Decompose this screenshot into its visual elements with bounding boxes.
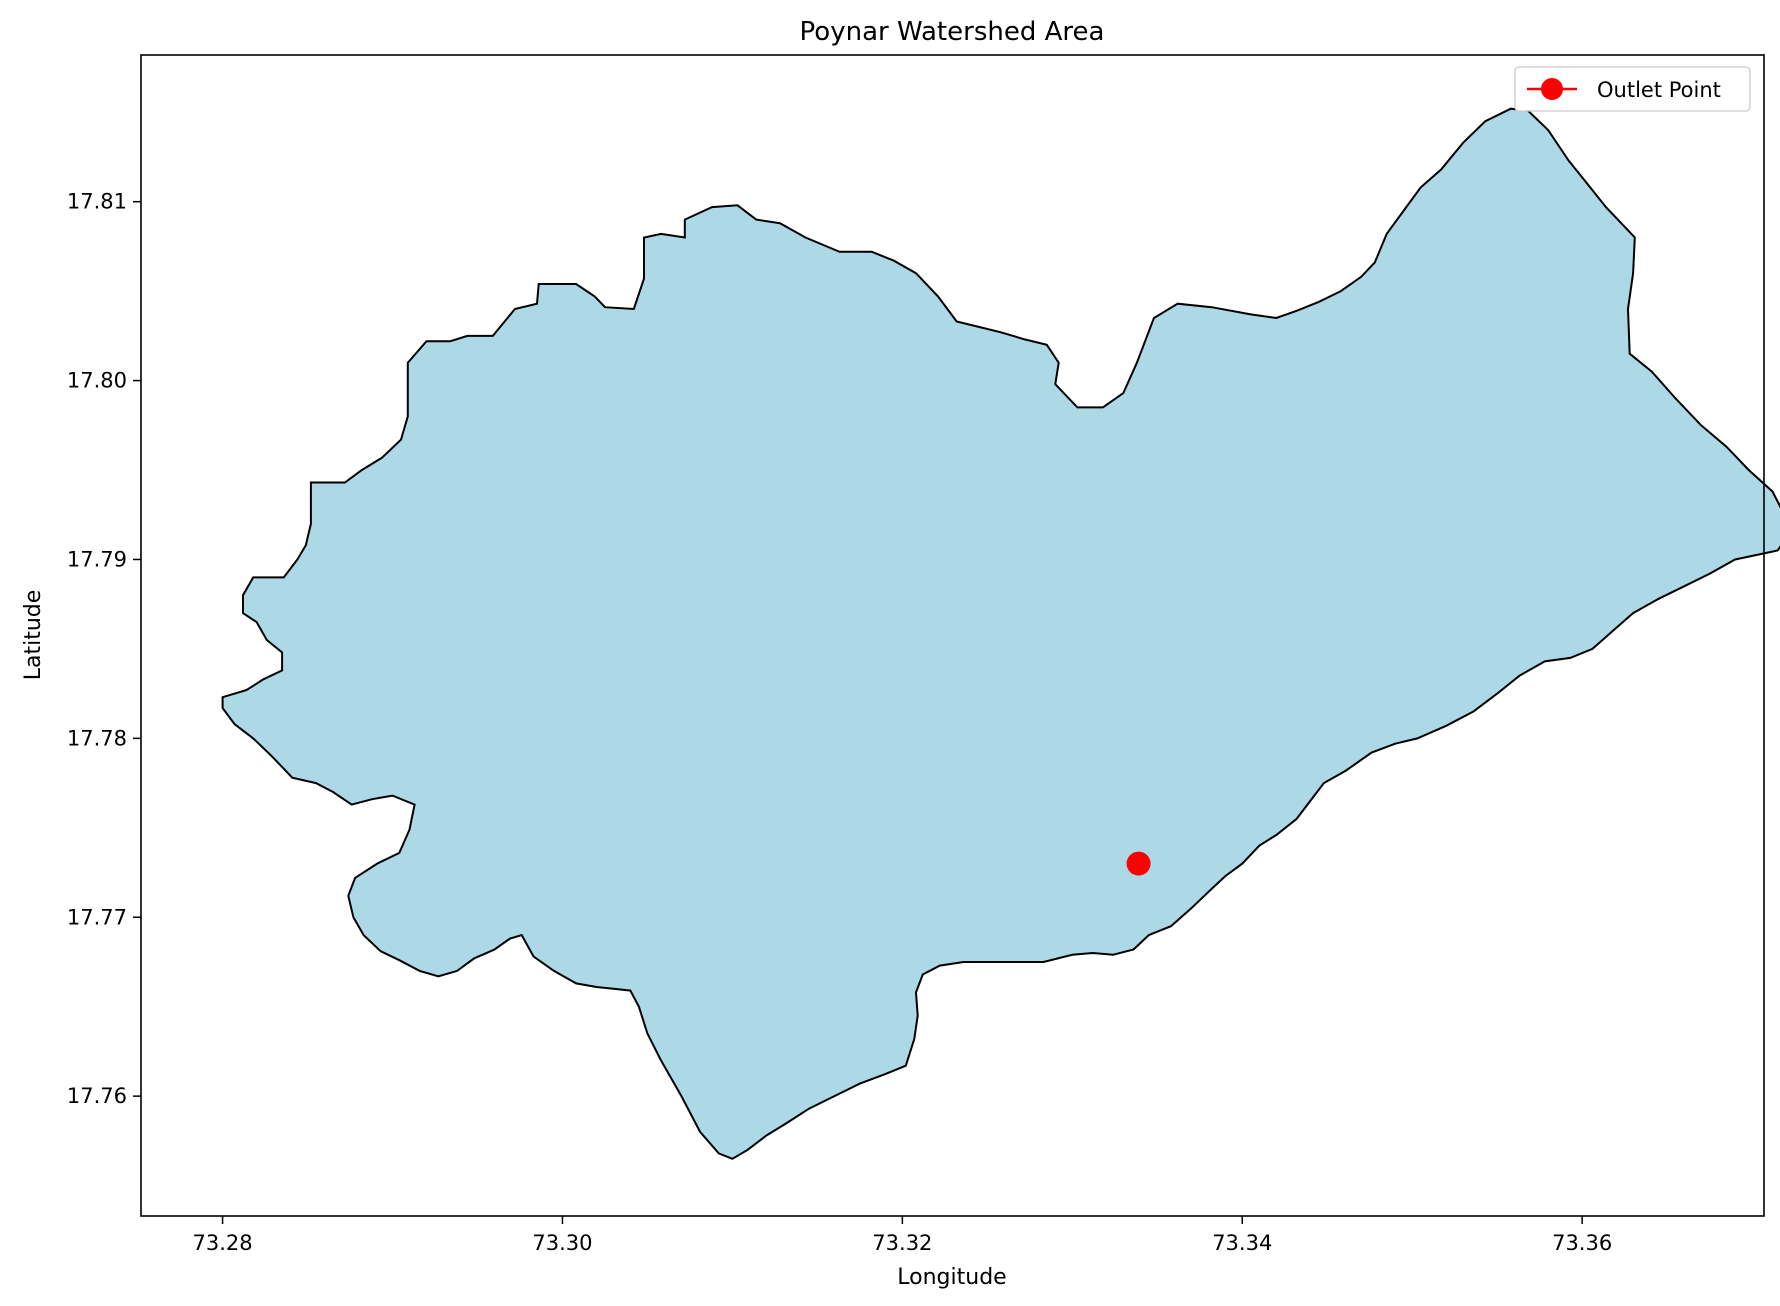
y-tick-label: 17.81 [67, 190, 127, 214]
chart-title: Poynar Watershed Area [800, 17, 1105, 47]
x-tick-label: 73.34 [1212, 1231, 1272, 1255]
x-tick-label: 73.28 [193, 1231, 253, 1255]
map-layer [221, 107, 1780, 1160]
legend-marker [1541, 78, 1563, 100]
y-axis-label: Latitude [21, 590, 46, 681]
y-tick-label: 17.79 [67, 547, 127, 571]
x-tick-label: 73.32 [872, 1231, 932, 1255]
axes-frame [140, 54, 1765, 1217]
x-tick-label: 73.30 [532, 1231, 592, 1255]
ticks: 73.28 73.30 73.32 73.34 73.36 17.76 17.77 17.78… [67, 190, 1612, 1255]
y-tick-label: 17.78 [67, 726, 127, 750]
watershed-polygon [221, 107, 1780, 1160]
legend-box [1514, 66, 1751, 112]
legend: Outlet Point [1514, 66, 1751, 112]
y-tick-label: 17.76 [67, 1084, 127, 1108]
legend-label: Outlet Point [1597, 78, 1721, 102]
outlet-point-marker [1126, 851, 1151, 876]
x-axis-label: Longitude [897, 1265, 1006, 1290]
y-tick-label: 17.80 [67, 369, 127, 393]
x-tick-label: 73.36 [1552, 1231, 1612, 1255]
y-tick-label: 17.77 [67, 905, 127, 929]
